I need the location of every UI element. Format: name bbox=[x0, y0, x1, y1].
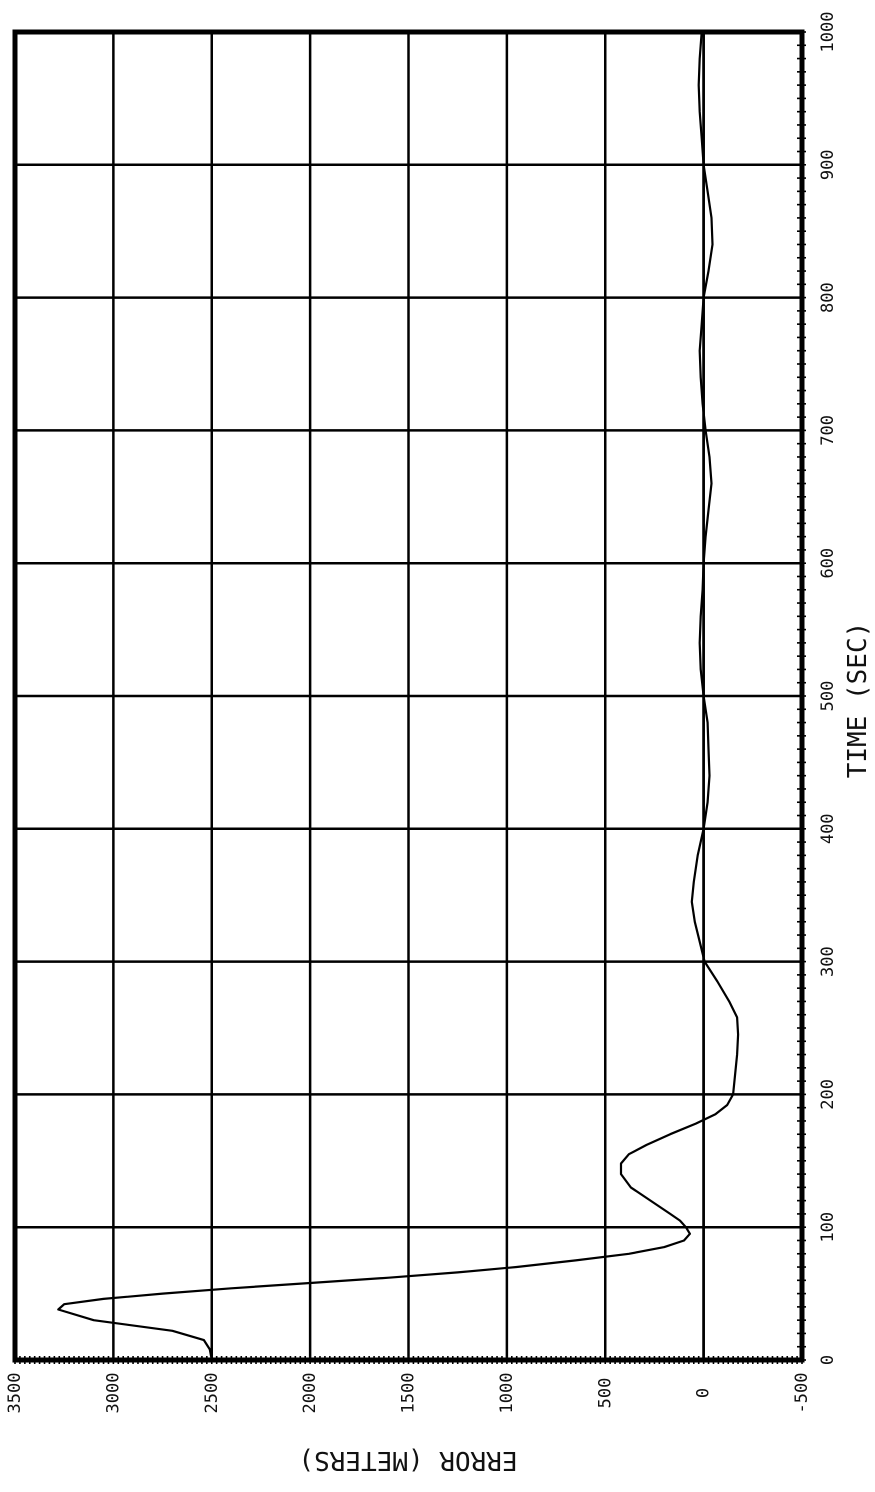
x-tick-label: 800 bbox=[818, 282, 838, 313]
x-tick-label: 1000 bbox=[818, 12, 838, 53]
y-tick-label: 500 bbox=[595, 1378, 615, 1409]
x-tick-label: 300 bbox=[818, 946, 838, 977]
y-tick-label: 3500 bbox=[5, 1373, 25, 1414]
x-tick-label: 200 bbox=[818, 1079, 838, 1110]
y-tick-labels: -500 0 500 1000 1500 2000 2500 3000 3500 bbox=[5, 1373, 812, 1414]
x-axis-title: TIME (SEC) bbox=[843, 622, 873, 779]
y-tick-label: 2500 bbox=[202, 1373, 222, 1414]
minor-ticks bbox=[14, 31, 806, 1364]
y-tick-label: 0 bbox=[694, 1388, 714, 1398]
y-tick-label: -500 bbox=[792, 1373, 812, 1414]
x-tick-label: 100 bbox=[818, 1212, 838, 1243]
x-tick-label: 400 bbox=[818, 813, 838, 844]
series-line-1 bbox=[57, 30, 740, 1362]
x-tick-label: 500 bbox=[818, 681, 838, 712]
x-tick-label: 600 bbox=[818, 548, 838, 579]
y-tick-label: 2000 bbox=[300, 1373, 320, 1414]
y-tick-label: 3000 bbox=[103, 1373, 123, 1414]
x-tick-label: 0 bbox=[818, 1355, 838, 1365]
y-tick-label: 1000 bbox=[497, 1373, 517, 1414]
series-group bbox=[57, 30, 740, 1362]
grid-lines bbox=[13, 30, 804, 1362]
y-axis-title: ERROR (METERS) bbox=[298, 1445, 517, 1475]
x-tick-label: 900 bbox=[818, 149, 838, 180]
y-tick-label: 1500 bbox=[399, 1373, 419, 1414]
x-tick-labels: 0 100 200 300 400 500 600 700 800 900 1000 bbox=[818, 12, 838, 1366]
x-tick-label: 700 bbox=[818, 415, 838, 446]
